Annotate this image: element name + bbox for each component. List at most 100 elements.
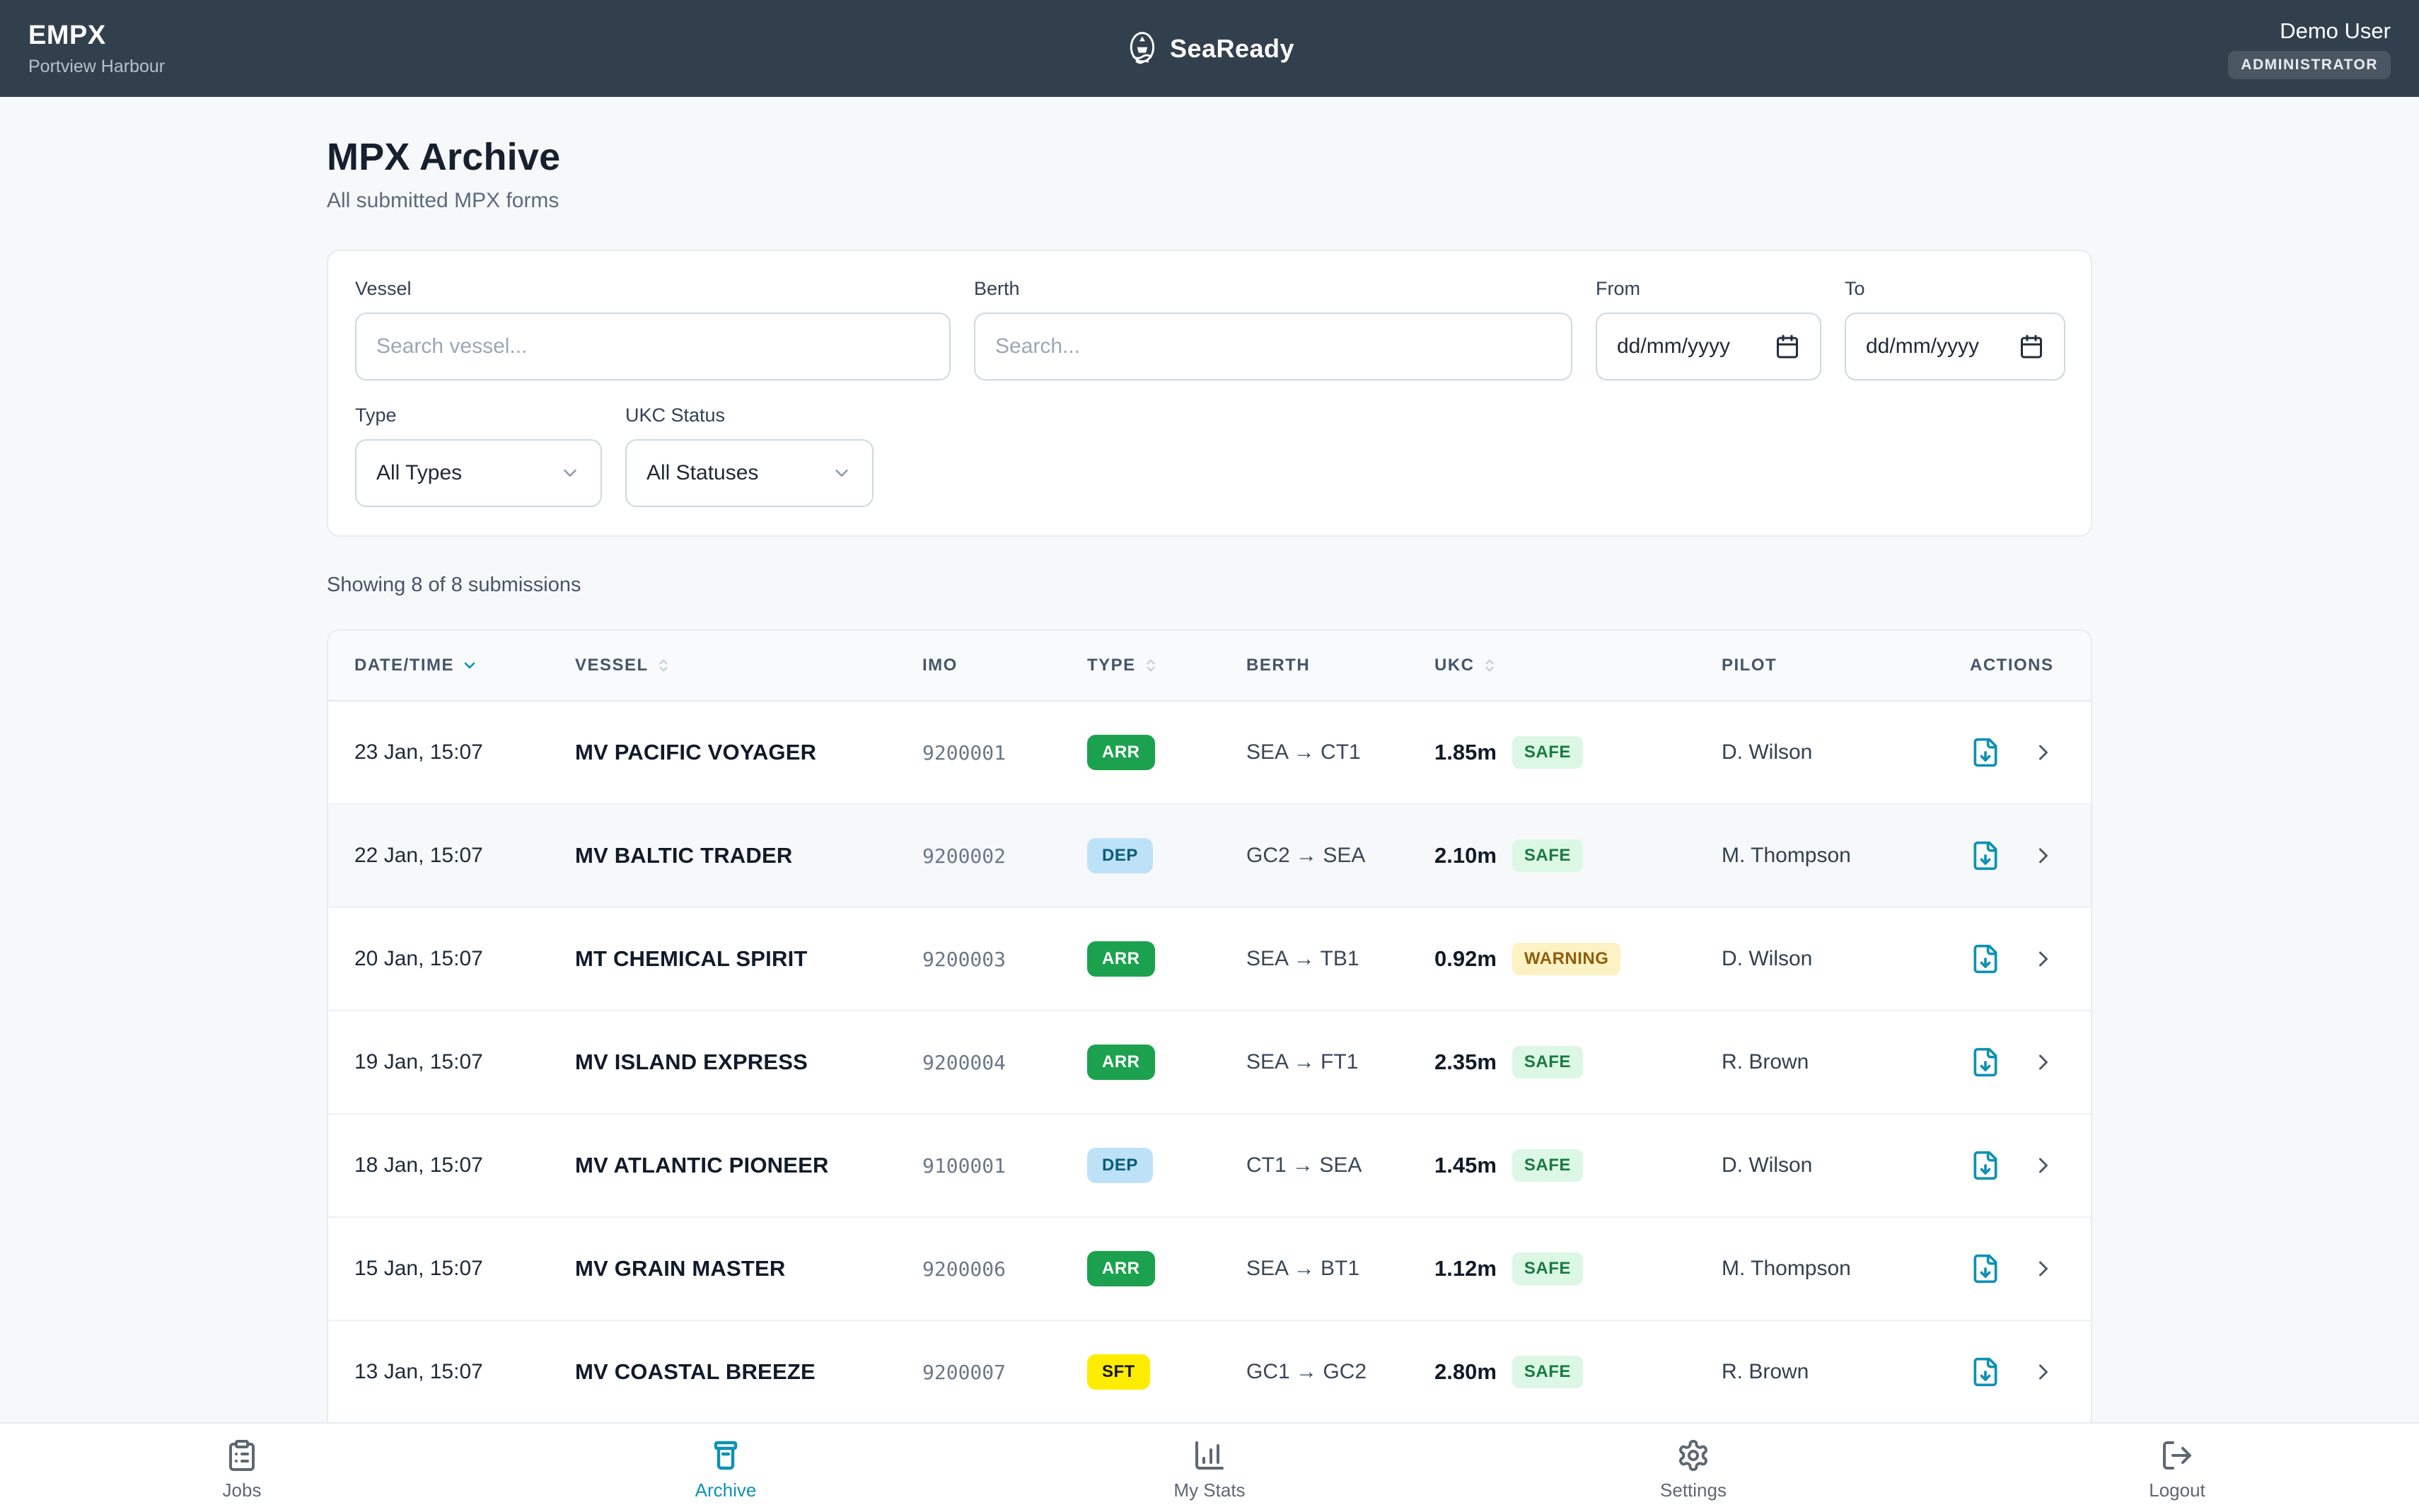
- brand-logo: SeaReady: [1125, 29, 1294, 69]
- row-datetime: 18 Jan, 15:07: [354, 1153, 575, 1177]
- user-block: Demo User ADMINISTRATOR: [2228, 18, 2391, 79]
- chevron-down-icon: [831, 463, 852, 484]
- download-pdf-icon[interactable]: [1970, 943, 2001, 975]
- chevron-right-icon[interactable]: [2031, 843, 2056, 868]
- type-badge: ARR: [1087, 941, 1155, 977]
- user-role-badge: ADMINISTRATOR: [2228, 51, 2391, 79]
- row-imo: 9200007: [922, 1361, 1087, 1384]
- column-header-berth: Berth: [1246, 656, 1434, 675]
- download-pdf-icon[interactable]: [1970, 737, 2001, 768]
- chevron-right-icon[interactable]: [2031, 1153, 2056, 1178]
- berth-search-input[interactable]: Search...: [974, 313, 1572, 380]
- nav-item-settings[interactable]: Settings: [1451, 1424, 1935, 1512]
- row-pilot: R. Brown: [1722, 1360, 1970, 1384]
- calendar-icon[interactable]: [1775, 334, 1800, 359]
- download-pdf-icon[interactable]: [1970, 840, 2001, 871]
- to-date-input[interactable]: dd/mm/yyyy: [1845, 313, 2065, 380]
- ukc-status-badge: SAFE: [1512, 1149, 1583, 1182]
- ukc-status-badge: SAFE: [1512, 839, 1583, 872]
- vessel-filter-field: Vessel Search vessel...: [355, 278, 951, 380]
- sort-both-icon: [1143, 656, 1159, 675]
- table-row[interactable]: 23 Jan, 15:07 MV PACIFIC VOYAGER 9200001…: [328, 702, 2091, 805]
- table-row[interactable]: 15 Jan, 15:07 MV GRAIN MASTER 9200006 AR…: [328, 1218, 2091, 1321]
- column-header-type[interactable]: Type: [1087, 656, 1246, 675]
- from-date-field: From dd/mm/yyyy: [1596, 278, 1821, 380]
- download-pdf-icon[interactable]: [1970, 1047, 2001, 1078]
- row-imo: 9200002: [922, 844, 1087, 868]
- main-content: MPX Archive All submitted MPX forms Vess…: [327, 97, 2092, 1512]
- row-vessel-name: MV ISLAND EXPRESS: [575, 1049, 922, 1075]
- table-row[interactable]: 22 Jan, 15:07 MV BALTIC TRADER 9200002 D…: [328, 805, 2091, 908]
- nav-item-jobs[interactable]: Jobs: [0, 1424, 484, 1512]
- calendar-icon[interactable]: [2019, 334, 2044, 359]
- table-row[interactable]: 18 Jan, 15:07 MV ATLANTIC PIONEER 910000…: [328, 1115, 2091, 1218]
- to-date-value: dd/mm/yyyy: [1866, 335, 1979, 359]
- column-header-pilot: Pilot: [1722, 656, 1970, 675]
- table-row[interactable]: 20 Jan, 15:07 MT CHEMICAL SPIRIT 9200003…: [328, 908, 2091, 1011]
- from-date-input[interactable]: dd/mm/yyyy: [1596, 313, 1821, 380]
- column-header-imo: IMO: [922, 656, 1087, 675]
- row-berth: SEA → FT1: [1246, 1050, 1434, 1074]
- row-berth: GC1 → GC2: [1246, 1360, 1434, 1384]
- download-pdf-icon[interactable]: [1970, 1253, 2001, 1284]
- seaready-ship-logo-icon: [1125, 29, 1160, 69]
- type-badge: ARR: [1087, 735, 1155, 770]
- nav-item-my-stats[interactable]: My Stats: [968, 1424, 1451, 1512]
- row-imo: 9200006: [922, 1257, 1087, 1281]
- row-datetime: 22 Jan, 15:07: [354, 844, 575, 868]
- chevron-right-icon[interactable]: [2031, 946, 2056, 972]
- user-name: Demo User: [2280, 18, 2391, 44]
- ukc-status-select[interactable]: All Statuses: [625, 439, 874, 507]
- page-title: MPX Archive: [327, 135, 2092, 179]
- vessel-search-input[interactable]: Search vessel...: [355, 313, 951, 380]
- ukc-status-filter-label: UKC Status: [625, 405, 874, 426]
- nav-label: Archive: [695, 1479, 757, 1501]
- row-berth: SEA → BT1: [1246, 1257, 1434, 1281]
- table-body: 23 Jan, 15:07 MV PACIFIC VOYAGER 9200001…: [328, 702, 2091, 1512]
- row-pilot: R. Brown: [1722, 1050, 1970, 1074]
- nav-item-logout[interactable]: Logout: [1935, 1424, 2419, 1512]
- bar-chart-icon: [1193, 1438, 1226, 1472]
- from-date-value: dd/mm/yyyy: [1617, 335, 1730, 359]
- row-ukc-value: 2.10m: [1434, 843, 1497, 868]
- row-datetime: 20 Jan, 15:07: [354, 947, 575, 971]
- type-filter-field: Type All Types: [355, 405, 602, 507]
- row-datetime: 15 Jan, 15:07: [354, 1257, 575, 1281]
- type-badge: ARR: [1087, 1251, 1155, 1286]
- column-header-ukc[interactable]: UKC: [1434, 656, 1722, 675]
- to-date-field: To dd/mm/yyyy: [1845, 278, 2065, 380]
- nav-label: My Stats: [1173, 1479, 1245, 1501]
- chevron-right-icon[interactable]: [2031, 740, 2056, 765]
- row-ukc-value: 1.85m: [1434, 740, 1497, 765]
- sort-both-icon: [1482, 656, 1497, 675]
- row-pilot: D. Wilson: [1722, 1153, 1970, 1177]
- berth-filter-field: Berth Search...: [974, 278, 1572, 380]
- type-filter-label: Type: [355, 405, 602, 426]
- app-identity: EMPX Portview Harbour: [28, 21, 165, 77]
- gear-icon: [1676, 1438, 1710, 1472]
- ukc-status-badge: SAFE: [1512, 1356, 1583, 1388]
- row-imo: 9200003: [922, 948, 1087, 971]
- column-header-datetime[interactable]: Date/Time: [354, 656, 575, 675]
- bottom-navigation: Jobs Archive My Stats Settings: [0, 1422, 2419, 1512]
- column-header-vessel[interactable]: Vessel: [575, 656, 922, 675]
- table-row[interactable]: 13 Jan, 15:07 MV COASTAL BREEZE 9200007 …: [328, 1321, 2091, 1424]
- page-subtitle: All submitted MPX forms: [327, 189, 2092, 213]
- chevron-right-icon[interactable]: [2031, 1359, 2056, 1385]
- chevron-down-icon: [559, 463, 581, 484]
- download-pdf-icon[interactable]: [1970, 1150, 2001, 1181]
- row-pilot: D. Wilson: [1722, 947, 1970, 971]
- nav-item-archive[interactable]: Archive: [484, 1424, 968, 1512]
- filter-panel: Vessel Search vessel... Berth Search... …: [327, 250, 2092, 537]
- type-badge: SFT: [1087, 1354, 1150, 1390]
- row-ukc-value: 1.45m: [1434, 1153, 1497, 1178]
- chevron-right-icon[interactable]: [2031, 1049, 2056, 1075]
- download-pdf-icon[interactable]: [1970, 1356, 2001, 1388]
- row-pilot: M. Thompson: [1722, 1257, 1970, 1281]
- logout-icon: [2160, 1438, 2194, 1472]
- row-ukc-value: 1.12m: [1434, 1256, 1497, 1281]
- type-select[interactable]: All Types: [355, 439, 602, 507]
- chevron-right-icon[interactable]: [2031, 1256, 2056, 1281]
- table-row[interactable]: 19 Jan, 15:07 MV ISLAND EXPRESS 9200004 …: [328, 1011, 2091, 1115]
- sort-desc-icon: [461, 657, 478, 674]
